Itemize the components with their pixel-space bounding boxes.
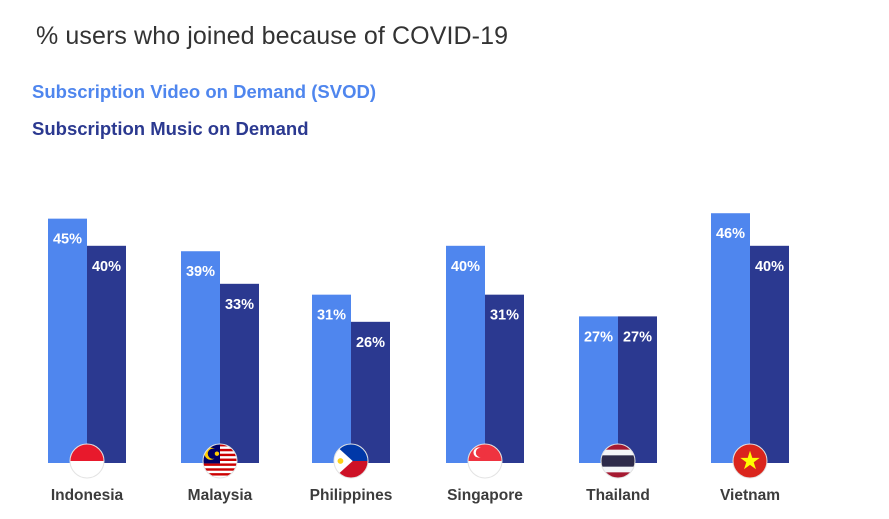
bar-singapore-s0 (446, 245, 485, 463)
value-label-thailand-s0: 27% (584, 329, 613, 345)
bar-vietnam-s1 (750, 245, 789, 463)
bar-philippines-s1 (351, 321, 390, 463)
category-label-singapore: Singapore (447, 487, 523, 504)
bar-malaysia-s1 (220, 283, 259, 463)
value-label-malaysia-s1: 33% (225, 297, 254, 313)
bar-philippines-s0 (312, 294, 351, 463)
category-label-philippines: Philippines (310, 487, 393, 504)
value-label-vietnam-s0: 46% (716, 226, 745, 242)
value-label-indonesia-s0: 45% (53, 232, 82, 248)
indonesia-flag-icon (69, 443, 105, 479)
value-label-singapore-s1: 31% (490, 308, 519, 324)
value-label-indonesia-s1: 40% (92, 259, 121, 275)
category-label-vietnam: Vietnam (720, 487, 780, 504)
value-label-thailand-s1: 27% (623, 329, 652, 345)
bar-thailand-s0 (579, 316, 618, 463)
value-label-vietnam-s1: 40% (755, 259, 784, 275)
legend-smod: Subscription Music on Demand (32, 118, 309, 139)
bar-malaysia-s0 (181, 251, 220, 463)
value-label-singapore-s0: 40% (451, 259, 480, 275)
vietnam-flag-icon (732, 443, 768, 479)
philippines-flag-icon (333, 443, 369, 479)
bar-singapore-s1 (485, 294, 524, 463)
value-label-philippines-s1: 26% (356, 335, 385, 351)
bar-indonesia-s1 (87, 245, 126, 463)
bar-thailand-s1 (618, 316, 657, 463)
legend-svod: Subscription Video on Demand (SVOD) (32, 81, 376, 102)
value-label-philippines-s0: 31% (317, 308, 346, 324)
category-label-indonesia: Indonesia (51, 487, 124, 504)
singapore-flag-icon (467, 443, 503, 479)
malaysia-flag-icon (202, 443, 238, 479)
value-label-malaysia-s0: 39% (186, 264, 215, 280)
bar-vietnam-s0 (711, 213, 750, 463)
category-label-malaysia: Malaysia (188, 487, 253, 504)
category-label-thailand: Thailand (586, 487, 650, 504)
bar-indonesia-s0 (48, 218, 87, 463)
chart-title: % users who joined because of COVID-19 (36, 22, 509, 50)
thailand-flag-icon (600, 443, 636, 479)
